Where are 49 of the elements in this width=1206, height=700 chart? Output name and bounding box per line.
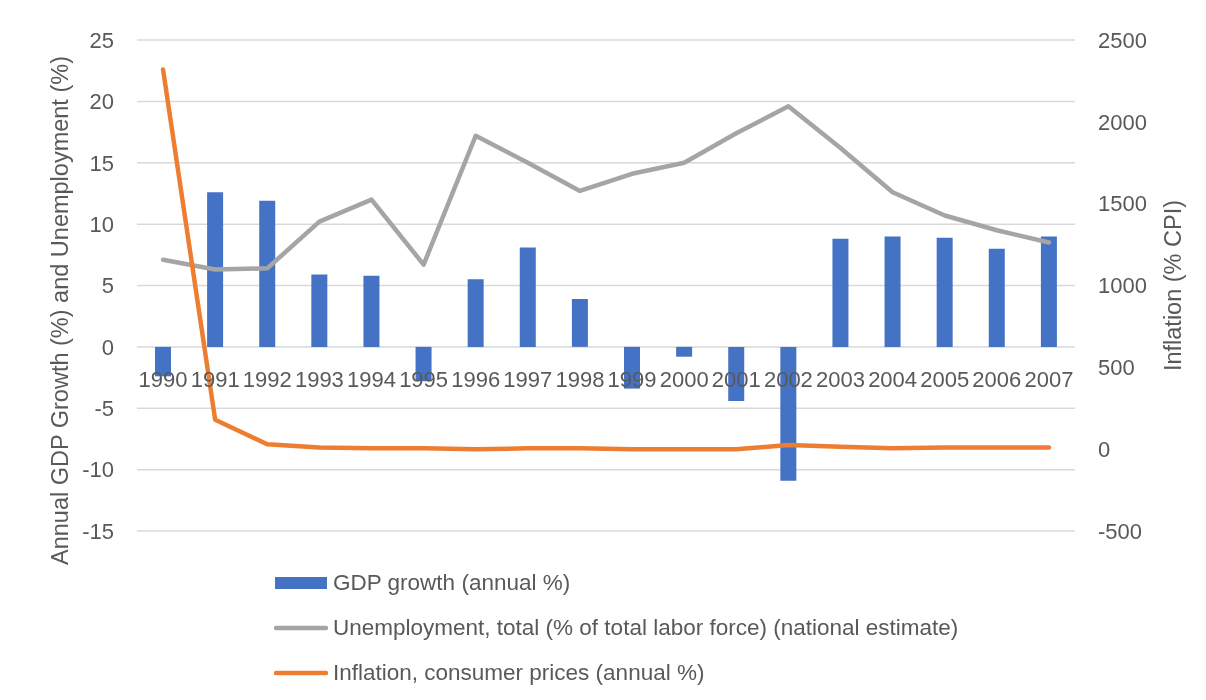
bar [519,247,536,347]
y2-axis-title: Inflation (% CPI) [1160,199,1186,372]
bar [676,346,693,357]
x-tick-label: 1996 [451,366,501,392]
x-tick-label: 1998 [555,366,605,392]
bar [207,192,224,347]
x-tick-label: 1990 [138,366,188,392]
x-tick-label: 1994 [347,366,396,392]
bar [467,279,484,347]
bar [936,237,953,347]
legend-label: Inflation, consumer prices (annual %) [333,659,705,686]
y-tick-label: 20 [89,89,114,115]
x-tick-label: 1993 [294,366,344,392]
y-axis-title: Annual GDP Growth (%) and Unemployment (%) [47,56,73,565]
bar [884,236,901,347]
y-tick-label: 10 [89,211,114,237]
y2-tick-label: 1500 [1098,191,1147,217]
y2-tick-label: 0 [1098,436,1111,462]
y-tick-label: 15 [89,150,114,176]
x-tick-label: 2003 [816,366,865,392]
y-tick-label: 0 [101,334,114,360]
x-tick-label: 2007 [1024,366,1074,392]
legend-label: GDP growth (annual %) [333,569,571,596]
y2-tick-label: 1000 [1098,273,1147,299]
y-tick-label: -5 [94,396,114,422]
x-tick-label: 1997 [503,366,553,392]
line-series [160,104,1052,272]
y-tick-label: -10 [82,457,114,483]
y-tick-label: 5 [101,273,114,299]
bar [571,299,588,347]
y-tick-label: -15 [82,518,114,544]
bar [832,238,849,347]
x-tick-label: 2006 [972,366,1022,392]
y2-tick-label: 2500 [1098,27,1147,53]
bar [1040,236,1057,347]
bar [363,275,380,347]
bar [259,200,276,347]
y2-tick-label: 500 [1098,355,1135,381]
bar [988,248,1005,347]
bar [311,274,328,347]
x-tick-label: 2000 [659,366,709,392]
x-tick-label: 2005 [920,366,970,392]
legend-label: Unemployment, total (% of total labor force) (national estimate) [333,614,959,641]
x-tick-label: 1995 [399,366,449,392]
y-tick-label: 25 [89,27,114,53]
x-tick-label: 1992 [242,366,292,392]
x-tick-label: 2004 [868,366,918,392]
y2-tick-label: 2000 [1098,109,1147,135]
y2-tick-label: -500 [1098,518,1143,544]
